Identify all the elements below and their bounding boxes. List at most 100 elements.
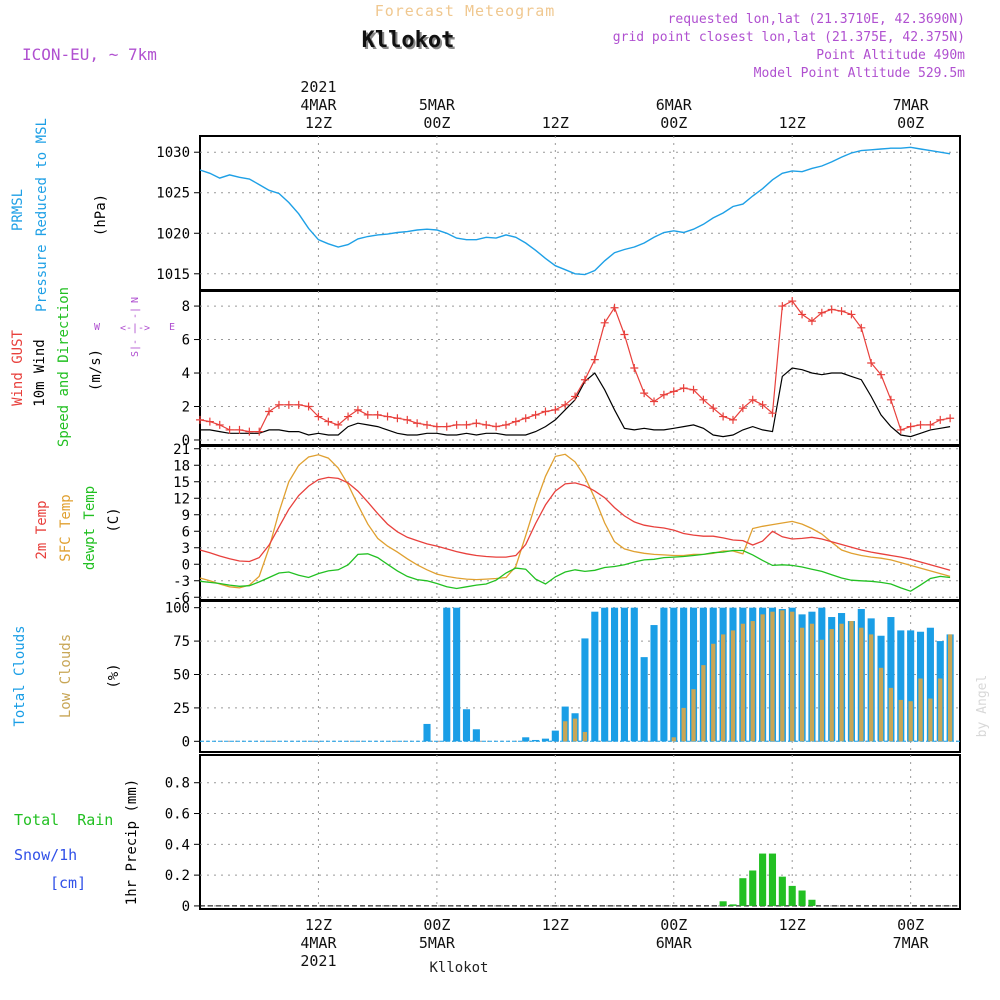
- prmsl-desc-label: Pressure Reduced to MSL: [34, 118, 50, 312]
- wind-gust-label: Wind GUST: [10, 330, 26, 406]
- total-cloud-bar: [680, 607, 688, 742]
- y-tick-label: 0: [182, 557, 190, 573]
- low-cloud-bar: [908, 701, 913, 742]
- top-axis-tick-label: 7MAR: [893, 96, 930, 114]
- y-tick-label: 1030: [156, 145, 190, 161]
- gust-marker: [482, 420, 491, 429]
- total-cloud-bar: [650, 625, 658, 742]
- gust-marker: [344, 412, 353, 421]
- low-cloud-bar: [563, 721, 568, 742]
- gust-marker: [857, 323, 866, 332]
- low-cloud-bar: [701, 665, 706, 742]
- y-tick-label: -6: [173, 590, 190, 606]
- rain-bar: [759, 853, 767, 906]
- low-cloud-bar: [849, 621, 854, 742]
- gust-marker: [245, 427, 254, 436]
- total-cloud-bar: [907, 630, 915, 742]
- total-cloud-bar: [472, 729, 480, 742]
- y-tick-label: 1025: [156, 186, 190, 202]
- y-tick-label: 18: [173, 458, 190, 474]
- gust-marker: [304, 402, 313, 411]
- bottom-axis-tick-label: 6MAR: [656, 934, 693, 952]
- gust-marker: [442, 422, 451, 431]
- total-cloud-bar: [581, 638, 589, 742]
- temp-2m-label: 2m Temp: [34, 500, 50, 559]
- gust-marker: [452, 420, 461, 429]
- low-clouds-label: Low Clouds: [58, 634, 74, 718]
- y-tick-label: 1020: [156, 226, 190, 242]
- gust-marker: [531, 410, 540, 419]
- gust-marker: [403, 415, 412, 424]
- point-altitude: Point Altitude 490m: [816, 48, 965, 63]
- gust-marker: [511, 417, 520, 426]
- bottom-axis-tick-label: 00Z: [660, 916, 687, 934]
- y-tick-label: 25: [173, 701, 190, 717]
- gust-marker: [659, 390, 668, 399]
- compass-vertical-up-icon: -|: [130, 307, 141, 319]
- low-cloud-bar: [898, 699, 903, 742]
- y-tick-label: 0: [182, 734, 190, 750]
- gust-marker: [215, 420, 224, 429]
- gust-marker: [630, 364, 639, 372]
- gust-marker: [492, 422, 501, 431]
- top-axis-tick-label: 12Z: [542, 114, 569, 132]
- low-cloud-bar: [760, 614, 765, 742]
- gust-marker: [847, 310, 856, 319]
- total-cloud-bar: [462, 709, 471, 742]
- low-cloud-bar: [711, 643, 716, 742]
- wind-side-label: Wind GUST 10m Wind Speed and Direction (…: [10, 287, 175, 447]
- bottom-axis-tick-label: 12Z: [542, 916, 569, 934]
- total-clouds-label: Total Clouds: [12, 625, 28, 726]
- top-axis-tick-label: 00Z: [897, 114, 924, 132]
- low-cloud-bar: [938, 678, 943, 742]
- gust-marker: [363, 410, 372, 419]
- total-cloud-bar: [689, 607, 698, 742]
- top-axis-tick-label: 12Z: [779, 114, 806, 132]
- pressure-unit: (hPa): [93, 194, 109, 236]
- low-cloud-bar: [770, 611, 775, 742]
- prmsl-label: PRMSL: [10, 189, 26, 231]
- gust-marker: [521, 414, 530, 423]
- location-title: Kllokot: [364, 30, 457, 55]
- total-cloud-bar: [522, 737, 530, 742]
- 2m-temp-line: [199, 476, 951, 571]
- watermark: by Angel: [975, 675, 990, 738]
- total-cloud-bar: [926, 627, 934, 742]
- total-cloud-bar: [443, 607, 451, 742]
- compass-rose-icon: N E S W <-|-> -| |-: [94, 297, 175, 357]
- total-cloud-bar: [887, 617, 895, 742]
- total-cloud-bar: [897, 630, 905, 742]
- total-cloud-bar: [670, 607, 678, 742]
- sfc-temp-line: [199, 453, 951, 589]
- gust-marker: [462, 420, 471, 429]
- model-label: ICON-EU, ~ 7km: [22, 45, 157, 64]
- gust-marker: [817, 308, 826, 317]
- compass-n: N: [130, 297, 141, 303]
- clouds-side-label: Total Clouds Low Clouds (%): [12, 625, 122, 726]
- total-cloud-bar: [660, 607, 668, 742]
- rain-bar: [778, 876, 786, 906]
- y-tick-label: 8: [182, 299, 190, 315]
- bottom-axis-tick-label: 2021: [300, 952, 336, 970]
- gust-marker: [561, 400, 570, 409]
- gust-marker: [255, 427, 264, 436]
- top-axis-tick-label: 5MAR: [419, 96, 456, 114]
- precip-panel: 0 0.2 0.4 0.6 0.8: [165, 754, 961, 915]
- y-tick-label: 0.6: [165, 807, 190, 823]
- top-axis-tick-label: 00Z: [423, 114, 450, 132]
- total-cloud-bar: [601, 607, 609, 742]
- gust-marker: [738, 404, 747, 413]
- compass-s: S: [130, 351, 141, 357]
- top-axis-tick-label: 2021: [300, 78, 336, 96]
- rain-bar: [798, 890, 806, 906]
- gust-marker: [225, 425, 234, 434]
- y-tick-label: 75: [173, 634, 190, 650]
- y-tick-label: -3: [173, 574, 190, 590]
- bottom-axis-tick-label: 5MAR: [419, 934, 456, 952]
- low-cloud-bar: [740, 623, 745, 742]
- y-tick-label: 50: [173, 667, 190, 683]
- low-cloud-bar: [859, 627, 864, 742]
- total-cloud-bar: [630, 607, 638, 742]
- gust-marker: [196, 415, 204, 424]
- gust-marker: [758, 400, 767, 409]
